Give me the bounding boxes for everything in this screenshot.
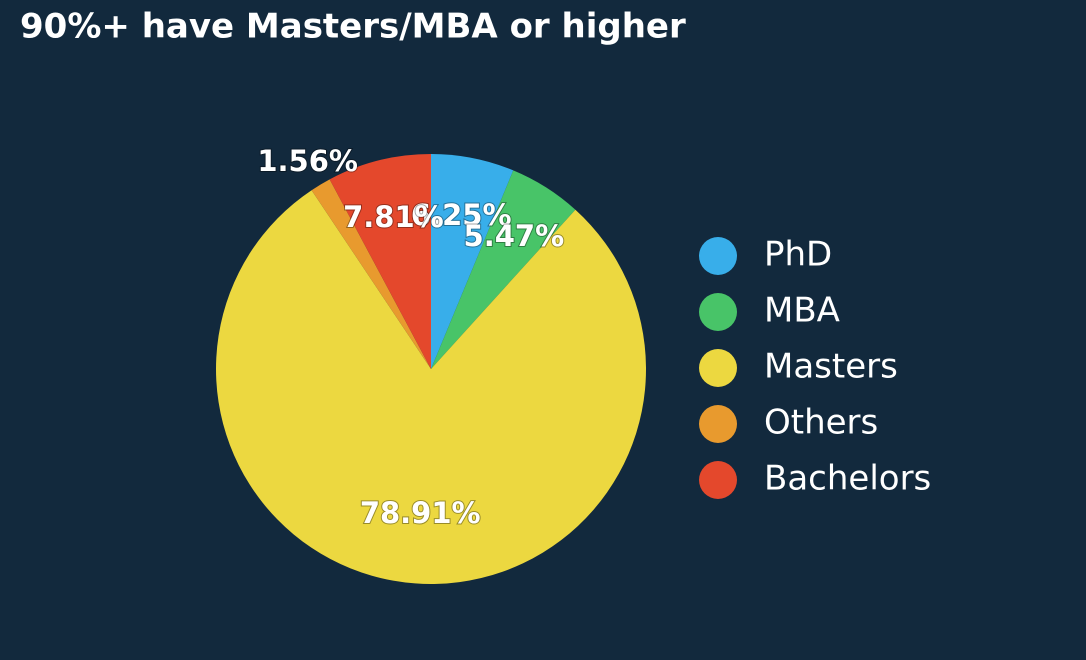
legend-label: Others	[764, 403, 878, 443]
chart-title: 90%+ have Masters/MBA or higher	[20, 7, 686, 47]
legend-marker	[699, 237, 737, 275]
pie-slice	[216, 190, 646, 584]
legend-marker	[699, 293, 737, 331]
legend-marker	[699, 461, 737, 499]
value-label: 5.47%	[464, 219, 565, 253]
legend-label: MBA	[764, 291, 840, 331]
legend-label: PhD	[764, 235, 832, 275]
value-label: 78.91%	[360, 496, 481, 530]
legend-label: Masters	[764, 347, 898, 387]
value-label: 1.56%	[257, 144, 358, 178]
pie-slice	[329, 154, 431, 369]
legend-marker	[699, 405, 737, 443]
pie-slice	[431, 154, 514, 369]
value-label: 7.81%	[343, 200, 444, 234]
legend-marker	[699, 349, 737, 387]
pie-slice	[311, 179, 431, 369]
legend-label: Bachelors	[764, 459, 931, 499]
value-label: 6.25%	[411, 198, 512, 232]
pie-slice	[431, 170, 576, 369]
